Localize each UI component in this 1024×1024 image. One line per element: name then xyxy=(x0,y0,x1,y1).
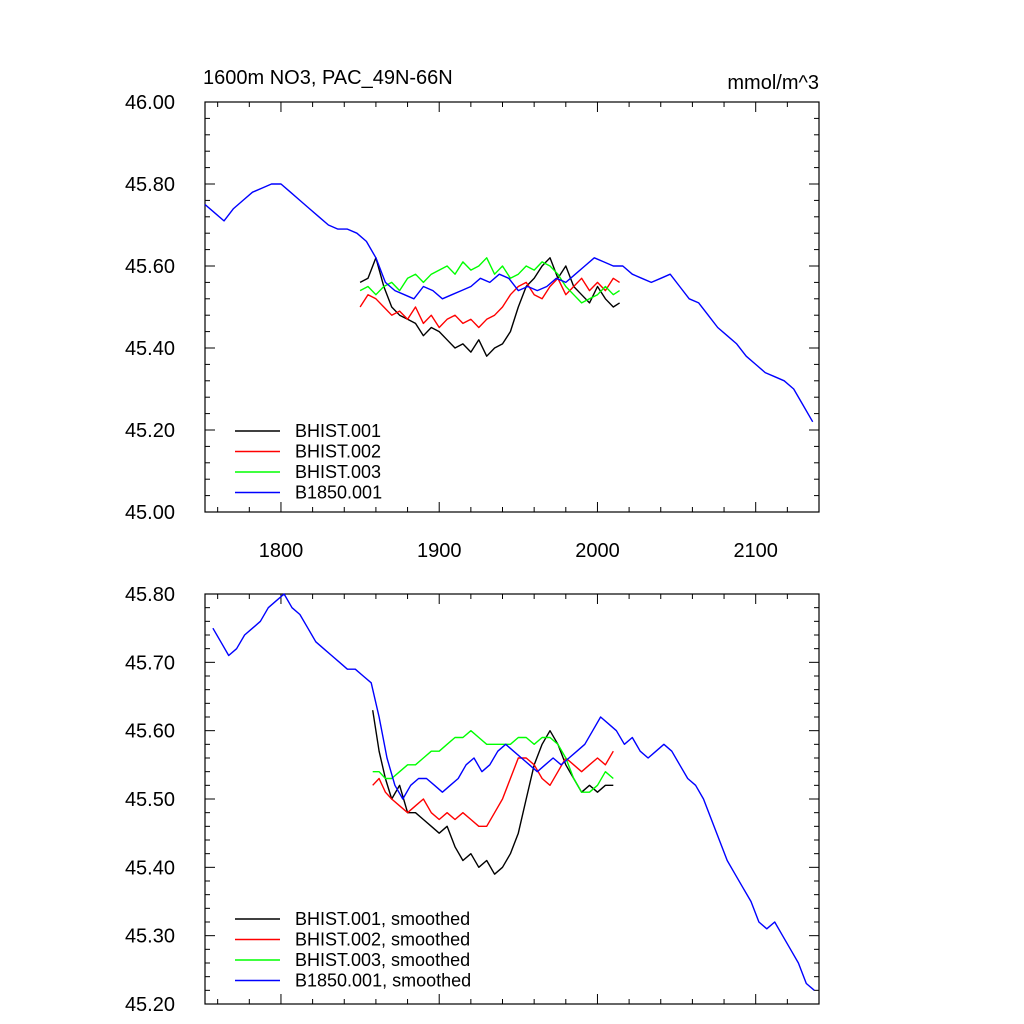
legend-label: BHIST.003, smoothed xyxy=(295,950,470,970)
series-line-bhist-003-smoothed xyxy=(372,730,614,793)
y-tick-label: 46.00 xyxy=(125,92,175,114)
series-line-b1850-001 xyxy=(204,183,814,423)
y-tick-label: 45.80 xyxy=(125,584,175,606)
bottom-chart: 45.20 45.30 45.40 45.50 45.60 45.70 45.80 BHIS… xyxy=(125,584,820,1016)
x-tick-label: 2100 xyxy=(733,540,778,562)
chart-title: 1600m NO3, PAC_49N-66N xyxy=(203,67,453,89)
y-tick-label: 45.00 xyxy=(125,502,175,524)
series-line-bhist-001 xyxy=(359,257,620,357)
top-chart: 1600m NO3, PAC_49N-66N mmol/m^3 1800 1900… xyxy=(125,67,820,562)
series-line-bhist-001-smoothed xyxy=(372,710,614,875)
legend-label: BHIST.001, smoothed xyxy=(295,909,470,929)
series-line-bhist-002 xyxy=(359,277,620,329)
series-group xyxy=(212,593,815,991)
legend-label: BHIST.002, smoothed xyxy=(295,930,470,950)
y-tick-label: 45.20 xyxy=(125,420,175,442)
y-tick-label: 45.50 xyxy=(125,789,175,811)
y-tick-label: 45.40 xyxy=(125,338,175,360)
legend-label: B1850.001, smoothed xyxy=(295,971,471,991)
legend-label: B1850.001 xyxy=(295,483,382,503)
units-label: mmol/m^3 xyxy=(727,72,819,94)
y-tick-label: 45.20 xyxy=(125,994,175,1016)
legend-label: BHIST.001 xyxy=(295,421,381,441)
x-tick-label: 1900 xyxy=(417,540,462,562)
legend-label: BHIST.003 xyxy=(295,462,381,482)
tick-marks: 1800 1900 2000 2100 45.00 45.20 45.40 45.60 45.8… xyxy=(125,92,820,562)
series-line-bhist-002-smoothed xyxy=(372,750,614,827)
y-tick-label: 45.70 xyxy=(125,652,175,674)
y-tick-label: 45.80 xyxy=(125,174,175,196)
x-tick-label: 2000 xyxy=(575,540,620,562)
plot-frame xyxy=(204,101,820,513)
series-line-b1850-001-smoothed xyxy=(212,593,815,991)
y-tick-label: 45.40 xyxy=(125,857,175,879)
legend-label: BHIST.002 xyxy=(295,442,381,462)
series-line-bhist-003 xyxy=(359,257,620,304)
tick-marks: 45.20 45.30 45.40 45.50 45.60 45.70 45.80 xyxy=(125,584,820,1016)
series-group xyxy=(204,183,814,423)
x-tick-label: 1800 xyxy=(259,540,304,562)
y-tick-label: 45.60 xyxy=(125,256,175,278)
y-tick-label: 45.60 xyxy=(125,721,175,743)
y-tick-label: 45.30 xyxy=(125,926,175,948)
